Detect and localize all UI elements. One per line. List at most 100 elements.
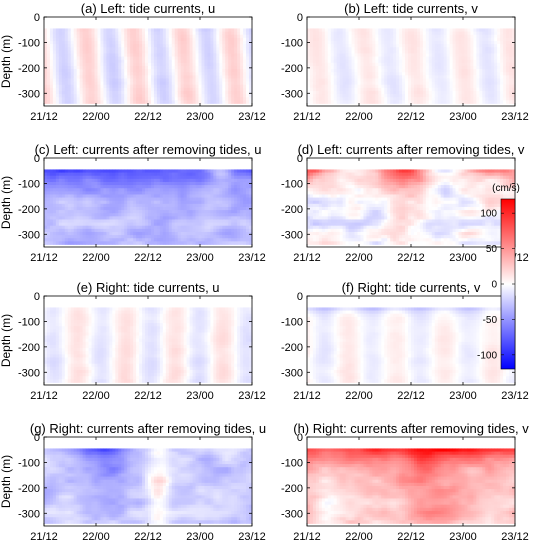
heatmap-cell [204,178,208,183]
heatmap-cell [145,169,149,173]
heatmap-cell [79,84,84,89]
heatmap-cell [106,90,110,95]
heatmap-cell [216,200,220,205]
heatmap-cell [121,69,125,73]
heatmap-cell [46,81,51,86]
heatmap-cell [85,225,89,230]
heatmap-cell [183,65,188,70]
heatmap-cell [318,40,323,45]
heatmap-cell [85,216,89,220]
heatmap-cell [91,97,95,101]
heatmap-cell [216,59,220,64]
heatmap-cell [440,47,445,51]
heatmap-cell [168,213,173,217]
heatmap-cell [171,75,176,79]
heatmap-cell [213,213,217,217]
heatmap-cell [225,181,229,186]
heatmap-cell [222,65,226,70]
heatmap-cell [91,178,95,183]
heatmap-cell [61,235,66,239]
heatmap-cell [52,84,57,89]
heatmap-cell [452,53,456,57]
heatmap-cell [115,228,119,233]
heatmap-cell [115,78,119,82]
heatmap-cell [219,28,223,32]
heatmap-cell [405,44,409,48]
heatmap-cell [440,53,445,57]
heatmap-cell [240,62,244,67]
heatmap-cell [76,97,81,101]
heatmap-cell [130,238,134,242]
heatmap-cell [500,78,504,82]
heatmap-cell [109,238,113,242]
heatmap-cell [375,59,379,64]
heatmap-cell [139,50,143,54]
heatmap-cell [127,194,131,198]
heatmap-cell [207,206,211,211]
heatmap-cell [106,203,110,208]
heatmap-cell [228,216,232,220]
heatmap-cell [204,53,208,57]
heatmap-cell [174,62,179,67]
heatmap-cell [207,97,211,101]
heatmap-cell [136,31,140,36]
heatmap-cell [342,90,347,95]
heatmap-cell [411,97,415,101]
heatmap-cell [428,37,433,42]
heatmap-cell [124,213,128,217]
heatmap-cell [85,75,89,79]
heatmap-cell [213,97,217,101]
heatmap-cell [61,188,66,192]
heatmap-cell [464,59,468,64]
heatmap-cell [225,53,229,57]
heatmap-cell [399,69,403,73]
heatmap-cell [70,185,75,189]
heatmap-cell [434,75,439,79]
heatmap-cell [156,28,161,32]
heatmap-cell [186,84,190,89]
heatmap-cell [76,69,81,73]
heatmap-cell [103,231,107,236]
heatmap-cell [360,100,364,104]
heatmap-cell [145,219,149,223]
heatmap-cell [61,40,66,45]
heatmap-cell [231,59,235,64]
heatmap-cell [246,47,250,51]
heatmap-cell [399,53,403,57]
heatmap-cell [124,90,128,95]
heatmap-cell [142,56,146,61]
heatmap-cell [91,185,95,189]
heatmap-cell [249,37,253,42]
heatmap-cell [55,231,60,236]
heatmap-cell [500,97,504,101]
heatmap-cell [112,175,116,180]
heatmap-cell [112,181,116,186]
heatmap-cell [351,28,355,32]
heatmap-cell [70,235,75,239]
heatmap-cell [240,69,244,73]
heatmap-cell [124,37,128,42]
heatmap-cell [55,40,60,45]
panel-title-a: (a) Left: tide currents, u [81,1,215,16]
heatmap-cell [446,31,451,36]
heatmap-cell [449,37,453,42]
heatmap-cell [324,81,329,86]
heatmap-cell [91,28,95,32]
heatmap-cell [168,37,173,42]
heatmap-cell [315,97,320,101]
heatmap-cell [345,87,349,92]
heatmap-cell [339,72,344,76]
heatmap-cell [156,37,161,42]
heatmap-cell [458,53,462,57]
heatmap-cell [127,87,131,92]
heatmap-cell [79,31,84,36]
heatmap-cell [231,81,235,86]
heatmap-cell [357,62,361,67]
heatmap-cell [333,97,338,101]
heatmap-cell [82,53,86,57]
heatmap-cell [49,59,54,64]
heatmap-cell [186,50,190,54]
heatmap-cell [148,31,152,36]
heatmap-cell [246,44,250,48]
heatmap-cell [174,169,179,173]
